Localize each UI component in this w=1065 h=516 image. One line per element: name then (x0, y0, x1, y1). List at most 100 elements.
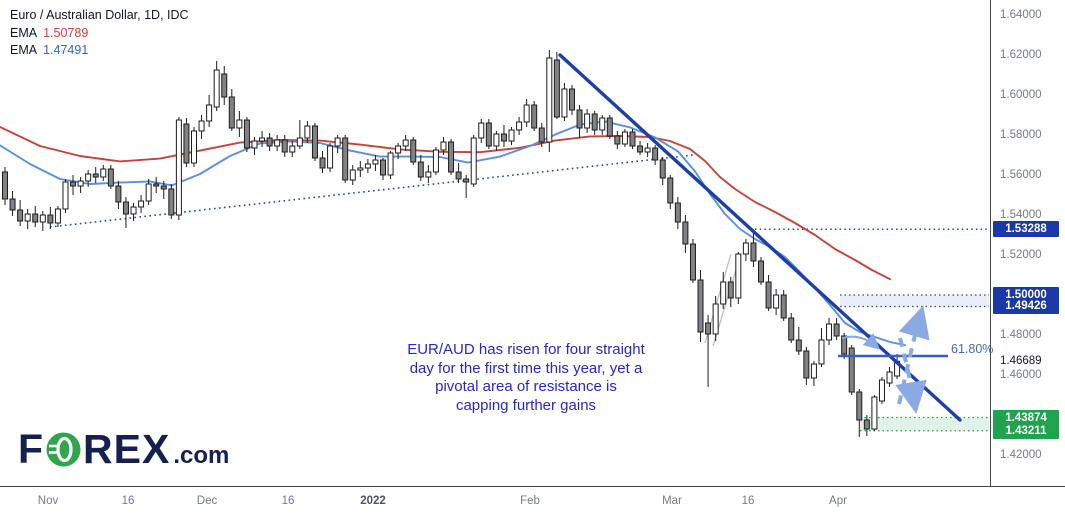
ema-fast-label: EMA (10, 43, 38, 57)
candle-body (342, 137, 349, 181)
candle-body (614, 135, 621, 145)
candle-body (319, 157, 326, 169)
price-tick-label: 1.52000 (1000, 249, 1042, 261)
candle-body (432, 149, 439, 173)
candle-body (705, 322, 712, 335)
time-axis[interactable]: Nov 16 Dec 16 2022 Feb Mar 16 Apr (0, 489, 990, 516)
candle-body (848, 347, 855, 393)
candle-body (810, 363, 817, 379)
candle-body (773, 294, 780, 309)
annotation-line: EUR/AUD has risen for four straight (407, 341, 645, 358)
candle-body (206, 104, 213, 122)
candle-body (720, 281, 727, 305)
time-tick-label: Nov (37, 495, 59, 507)
candle-body (485, 122, 492, 147)
candle-body (251, 140, 258, 149)
candle-body (54, 208, 61, 224)
candle-body (138, 200, 145, 208)
price-tick-label: 1.42000 (1000, 449, 1042, 461)
ema-slow-label: EMA (10, 26, 38, 40)
candle-body (115, 185, 122, 203)
candle-body (856, 391, 863, 421)
candle-body (213, 69, 220, 108)
candle-body (606, 117, 613, 137)
candle-body (395, 145, 402, 154)
candle-body (523, 104, 530, 123)
candle-body (833, 323, 840, 337)
candle-body (402, 139, 409, 147)
candle-body (198, 120, 205, 132)
annotation-line: day for the first time this year, yet a (409, 359, 643, 377)
price-tick-label: 1.46000 (1000, 369, 1042, 381)
ema-slow-value: 1.50789 (43, 26, 89, 40)
ema-fast-value: 1.47491 (43, 43, 89, 57)
candle-body (652, 147, 659, 161)
candle-body (380, 159, 386, 176)
candle-body (818, 339, 825, 365)
candle-body (417, 161, 424, 178)
candle-body (24, 213, 31, 222)
forex-logo: F REX .com (18, 426, 229, 471)
candle-body (780, 294, 787, 319)
candle-body (77, 180, 84, 187)
candle-body (236, 119, 243, 129)
candle-body (576, 109, 583, 129)
candle-body (191, 130, 197, 164)
candle-body (168, 188, 175, 216)
annotation-line: capping further gains (455, 396, 597, 414)
last-price-label: 1.46689 (1000, 355, 1042, 368)
candle-body (62, 181, 69, 210)
candle-body (372, 159, 379, 165)
candle-body (455, 171, 462, 180)
candle-body (100, 168, 107, 178)
time-tick-label: Feb (520, 495, 540, 507)
price-tick-label: 1.62000 (1000, 49, 1042, 61)
chart-legend: Euro / Australian Dollar, 1D, IDC EMA 1.5… (10, 8, 189, 60)
candle-body (863, 419, 870, 430)
candle-body (493, 133, 500, 147)
candle-body (2, 171, 8, 200)
annotation-text: EUR/AUD has risen for four straight day … (378, 341, 674, 415)
downtrend-line (558, 53, 962, 422)
candle-body (478, 122, 485, 139)
ema-fast-row: EMA 1.47491 (10, 43, 189, 57)
ema-slow-row: EMA 1.50789 (10, 26, 189, 40)
time-tick-label: 2022 (360, 495, 386, 507)
price-tick-label: 1.56000 (1000, 169, 1042, 181)
retest-swoosh-arrow (841, 333, 881, 350)
candle-body (795, 339, 802, 352)
price-tick-label: 1.54000 (1000, 209, 1042, 221)
candle-body (410, 139, 417, 163)
candle-body (470, 137, 477, 185)
projection-up-arrow (897, 305, 930, 405)
candle-body (871, 396, 878, 430)
candle-body (85, 173, 92, 182)
candle-body (463, 178, 470, 183)
candle-body (569, 88, 575, 111)
candle-body (659, 159, 666, 179)
logo-text-rex: REX (83, 426, 171, 472)
candle-body (107, 168, 114, 187)
candle-body (243, 119, 250, 149)
candle-body (765, 281, 772, 309)
candle-body (289, 145, 296, 153)
candle-body (826, 323, 833, 341)
fib-level-label: 61.80% (951, 342, 994, 356)
time-tick-label: 16 (121, 495, 135, 507)
candle-body (599, 117, 606, 131)
time-tick-label: 16 (741, 495, 755, 507)
candle-body (735, 253, 742, 299)
price-level-badge: 1.53288 (993, 221, 1059, 238)
candle-body (697, 279, 704, 333)
candle-body (878, 379, 885, 402)
candle-body (274, 139, 281, 147)
candle-body (17, 209, 24, 222)
resistance-zone (840, 295, 989, 307)
price-tick-label: 1.58000 (1000, 129, 1042, 141)
candle-body (39, 214, 46, 223)
candle-body (758, 260, 764, 283)
candle-body (357, 167, 364, 171)
candle-body (175, 119, 182, 216)
price-axis[interactable]: 1.64000 1.62000 1.60000 1.58000 1.56000 1.540… (991, 0, 1065, 486)
